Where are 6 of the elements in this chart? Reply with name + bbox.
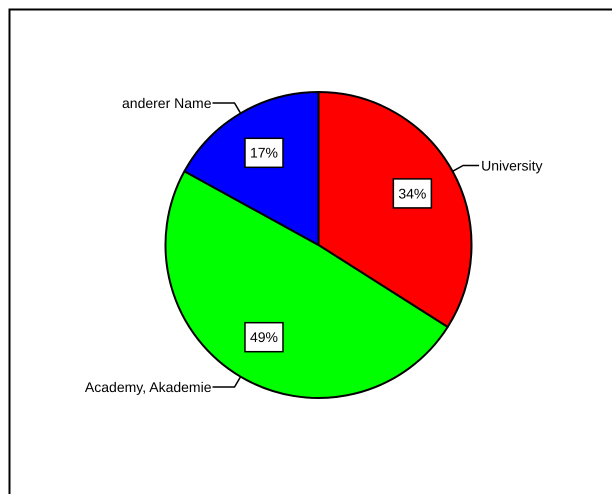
slice-label: Academy, Akademie — [84, 378, 212, 395]
slice-label: University — [481, 157, 543, 174]
data-label: 17% — [250, 144, 278, 161]
data-label: 49% — [250, 329, 278, 346]
slice-label: anderer Name — [122, 94, 212, 111]
data-label: 34% — [398, 185, 426, 202]
